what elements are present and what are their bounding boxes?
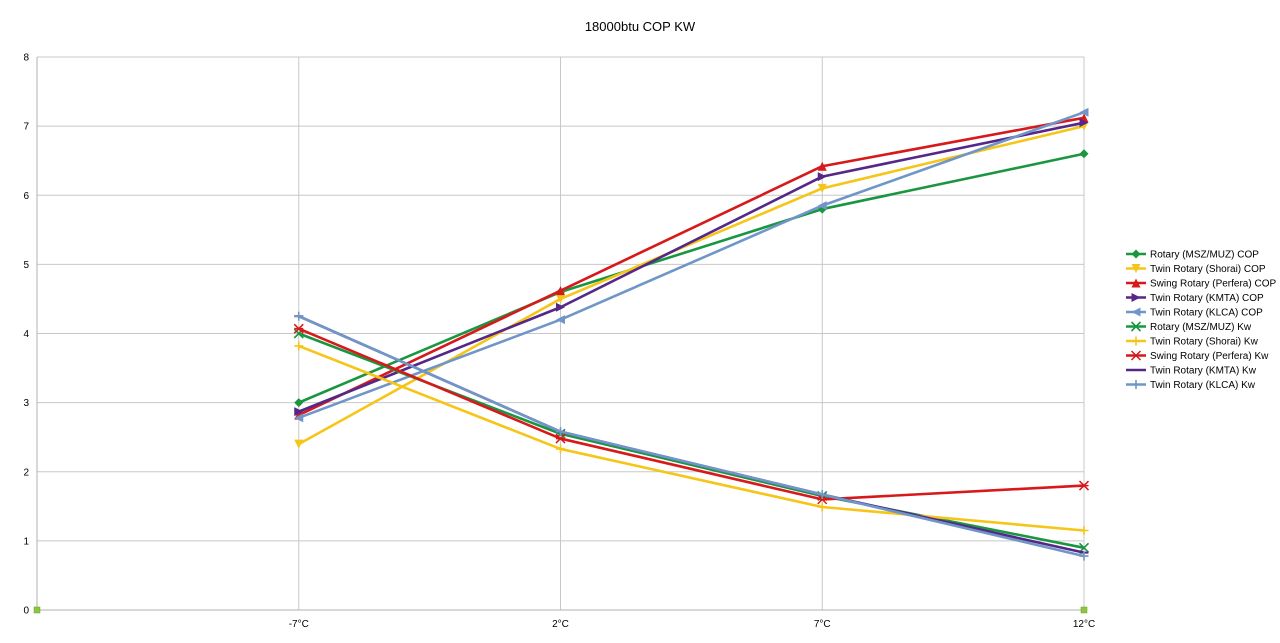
series-line [298, 344, 1085, 532]
data-point [1131, 336, 1141, 346]
data-point [817, 161, 827, 171]
data-point [556, 444, 565, 454]
legend-item: Twin Rotary (KMTA) COP [1126, 293, 1264, 304]
data-point [555, 433, 566, 444]
legend-label: Twin Rotary (KLCA) COP [1150, 308, 1263, 319]
series-line [298, 327, 1085, 501]
series-line [298, 121, 1085, 413]
data-point [1131, 380, 1141, 389]
legend-label: Twin Rotary (KMTA) Kw [1150, 366, 1257, 377]
data-point [1131, 249, 1141, 259]
y-tick-label: 6 [23, 191, 29, 202]
legend-item: Rotary (MSZ/MUZ) COP [1126, 249, 1259, 261]
y-tick-label: 4 [23, 329, 29, 340]
data-point [1079, 526, 1089, 536]
legend-item: Twin Rotary (KLCA) Kw [1126, 380, 1256, 391]
chart-title: 18000btu COP KW [585, 19, 696, 34]
legend-item: Twin Rotary (Shorai) COP [1126, 264, 1266, 275]
data-point [294, 398, 304, 408]
legend-label: Twin Rotary (Shorai) Kw [1150, 337, 1259, 348]
series-line [298, 124, 1085, 446]
data-point [817, 183, 827, 193]
axis-point [33, 606, 41, 614]
series-8 [294, 315, 1089, 554]
data-point [556, 302, 565, 312]
data-point [1079, 118, 1089, 128]
series-1 [294, 121, 1089, 449]
data-point [556, 427, 565, 437]
data-point [817, 502, 827, 512]
data-point [556, 315, 565, 325]
data-point [294, 341, 304, 351]
y-tick-label: 3 [23, 398, 29, 409]
data-point [293, 323, 304, 334]
legend-item: Rotary (MSZ/MUZ) Kw [1126, 321, 1252, 333]
data-point [817, 490, 827, 500]
series-4 [294, 107, 1089, 423]
y-tick-label: 7 [23, 122, 29, 133]
data-point [817, 201, 827, 211]
series-layer [293, 107, 1090, 561]
legend-label: Swing Rotary (Perfera) Kw [1150, 351, 1269, 362]
data-point [1078, 480, 1090, 491]
data-point [1079, 107, 1089, 117]
data-point [294, 407, 304, 417]
data-point [1131, 307, 1141, 317]
data-point [556, 294, 565, 304]
legend-label: Twin Rotary (Shorai) COP [1150, 264, 1266, 275]
x-tick-label: 12°C [1073, 619, 1095, 630]
x-tick-label: -7°C [289, 619, 309, 630]
data-point [294, 439, 304, 449]
data-point [1079, 551, 1089, 561]
legend-item: Twin Rotary (KLCA) COP [1126, 307, 1263, 319]
series-line [298, 116, 1085, 417]
series-9 [294, 311, 1089, 561]
data-point [1130, 350, 1142, 361]
axis-point [1080, 606, 1088, 614]
data-point [817, 172, 827, 182]
series-line [298, 152, 1085, 404]
legend-label: Twin Rotary (KMTA) COP [1150, 293, 1264, 304]
legend: Rotary (MSZ/MUZ) COP Twin Rotary (Shorai)… [1126, 249, 1276, 391]
data-point [294, 413, 304, 423]
y-tick-label: 1 [23, 536, 29, 547]
series-0 [294, 149, 1089, 408]
grid [37, 56, 1085, 610]
legend-item: Twin Rotary (Shorai) Kw [1126, 336, 1259, 348]
y-tick-label: 5 [23, 260, 29, 271]
data-point [294, 311, 304, 321]
series-7 [293, 323, 1090, 505]
x-tick-label: 2°C [552, 619, 569, 630]
legend-item: Twin Rotary (KMTA) Kw [1126, 366, 1257, 377]
series-3 [294, 118, 1089, 417]
data-point [1079, 149, 1089, 159]
y-tick-label: 0 [23, 606, 29, 617]
y-tick-label: 2 [23, 467, 29, 478]
data-point [556, 286, 565, 296]
series-line [298, 111, 1085, 420]
series-line [298, 315, 1085, 558]
legend-item: Swing Rotary (Perfera) COP [1126, 278, 1276, 290]
y-tick-label: 8 [23, 53, 29, 64]
data-point [1131, 264, 1141, 273]
legend-label: Rotary (MSZ/MUZ) Kw [1150, 322, 1252, 333]
series-5 [293, 328, 1090, 553]
legend-label: Rotary (MSZ/MUZ) COP [1150, 250, 1259, 261]
legend-label: Swing Rotary (Perfera) COP [1150, 279, 1276, 290]
legend-label: Twin Rotary (KLCA) Kw [1150, 380, 1256, 391]
data-point [1130, 321, 1142, 332]
axes: 0 1 2 3 4 5 6 7 8 -7°C 2°C 7°C 12°C [23, 53, 1095, 631]
data-point [1131, 278, 1141, 288]
x-tick-label: 7°C [814, 619, 831, 630]
legend-item: Swing Rotary (Perfera) Kw [1126, 350, 1269, 362]
data-point [1131, 293, 1141, 302]
series-6 [294, 341, 1089, 536]
